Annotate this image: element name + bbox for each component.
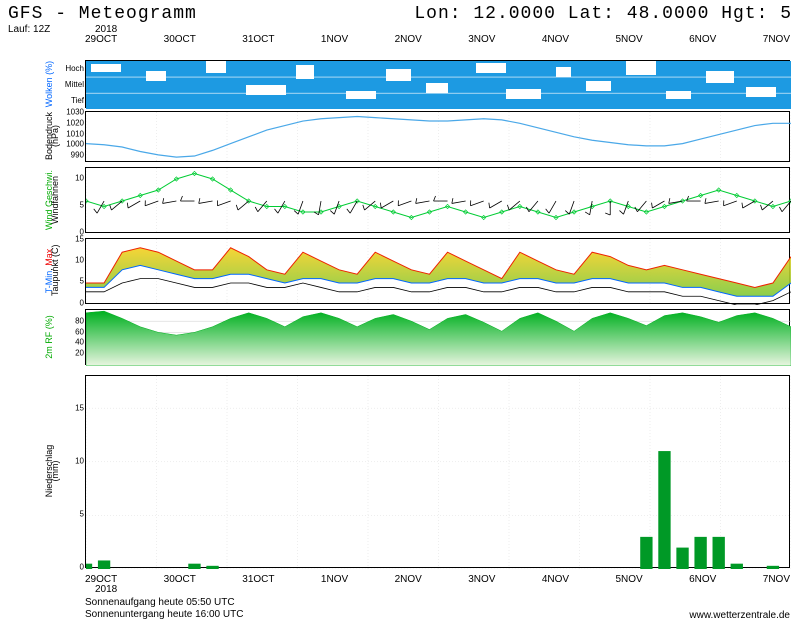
x-tick-label: 4NOV	[542, 574, 569, 585]
x-tick-label: 5NOV	[615, 574, 642, 585]
x-tick-label: 2NOV	[395, 34, 422, 45]
y-tick-label: 1000	[66, 140, 84, 149]
chart-area: HochMittelTiefWolken (%)9901000101010201…	[85, 60, 790, 568]
y-tick-label: 40	[75, 338, 84, 347]
y-tick-label: 60	[75, 327, 84, 336]
x-tick-label: 3NOV	[468, 574, 495, 585]
panel-rh: 204060802m RF (%)	[85, 309, 790, 365]
x-tick-label: 3NOV	[468, 34, 495, 45]
y-tick-label: 10	[75, 174, 84, 183]
y-tick-label: 80	[75, 316, 84, 325]
sunrise-label: Sonnenaufgang heute 05:50 UTC	[85, 597, 243, 609]
y-tick-label: 0	[80, 298, 84, 307]
footer-sun-times: Sonnenaufgang heute 05:50 UTC Sonnenunte…	[85, 597, 243, 621]
cloud-level-label: Hoch	[65, 64, 84, 73]
footer-source: www.wetterzentrale.de	[689, 610, 790, 621]
panel-ylabel-wind-barbs: Windfahnen	[50, 175, 60, 225]
y-tick-label: 20	[75, 349, 84, 358]
x-tick-label: 31OCT	[242, 34, 274, 45]
sunset-label: Sonnenuntergang heute 16:00 UTC	[85, 609, 243, 621]
x-axis-bottom: 29OCT30OCT31OCT1NOV2NOV3NOV4NOV5NOV6NOV7…	[85, 574, 790, 585]
cloud-level-label: Tief	[71, 96, 84, 105]
panel-temp: 051015T-Min, MaxTaupunkt (C)	[85, 238, 790, 304]
y-tick-label: 0	[80, 562, 84, 571]
x-axis-year-bottom: 2018	[95, 584, 117, 595]
y-tick-label: 15	[75, 234, 84, 243]
y-tick-label: 990	[71, 151, 84, 160]
x-tick-label: 4NOV	[542, 34, 569, 45]
y-tick-label: 1030	[66, 107, 84, 116]
chart-title: GFS - Meteogramm	[8, 4, 197, 24]
panel-ylabel-rh: 2m RF (%)	[44, 302, 54, 372]
y-tick-label: 10	[75, 456, 84, 465]
chart-location: Lon: 12.0000 Lat: 48.0000 Hgt: 5	[414, 4, 792, 24]
panel-pressure: 9901000101010201030Bodendruck(hPa)	[85, 111, 790, 162]
x-tick-label: 7NOV	[763, 34, 790, 45]
y-tick-label: 5	[80, 201, 84, 210]
panel-ylabel-pressure-unit: (hPa)	[50, 111, 60, 161]
y-tick-label: 5	[80, 277, 84, 286]
panel-wind: 0510Wind Geschwi.Windfahnen	[85, 167, 790, 233]
y-tick-label: 5	[80, 509, 84, 518]
x-tick-label: 31OCT	[242, 574, 274, 585]
panel-ylabel-precip-unit: (mm)	[50, 446, 60, 496]
x-tick-label: 5NOV	[615, 34, 642, 45]
x-tick-label: 6NOV	[689, 34, 716, 45]
x-tick-label: 2NOV	[395, 574, 422, 585]
y-tick-label: 1020	[66, 118, 84, 127]
y-tick-label: 1010	[66, 129, 84, 138]
y-tick-label: 10	[75, 256, 84, 265]
panel-ylabel-dewpoint: Taupunkt (C)	[50, 246, 60, 296]
x-tick-label: 6NOV	[689, 574, 716, 585]
y-tick-label: 15	[75, 403, 84, 412]
panel-clouds: HochMittelTiefWolken (%)	[85, 60, 790, 108]
x-tick-label: 7NOV	[763, 574, 790, 585]
x-tick-label: 30OCT	[164, 574, 196, 585]
x-tick-label: 1NOV	[321, 574, 348, 585]
panel-precip: 051015Niederschlag(mm)	[85, 375, 790, 568]
x-tick-label: 29OCT	[85, 34, 117, 45]
x-tick-label: 30OCT	[164, 34, 196, 45]
x-tick-label: 1NOV	[321, 34, 348, 45]
x-axis-top: 29OCT 30OCT 31OCT 1NOV 2NOV 3NOV 4NOV 5NOV 6NOV 7…	[85, 34, 790, 45]
cloud-level-label: Mittel	[65, 80, 84, 89]
